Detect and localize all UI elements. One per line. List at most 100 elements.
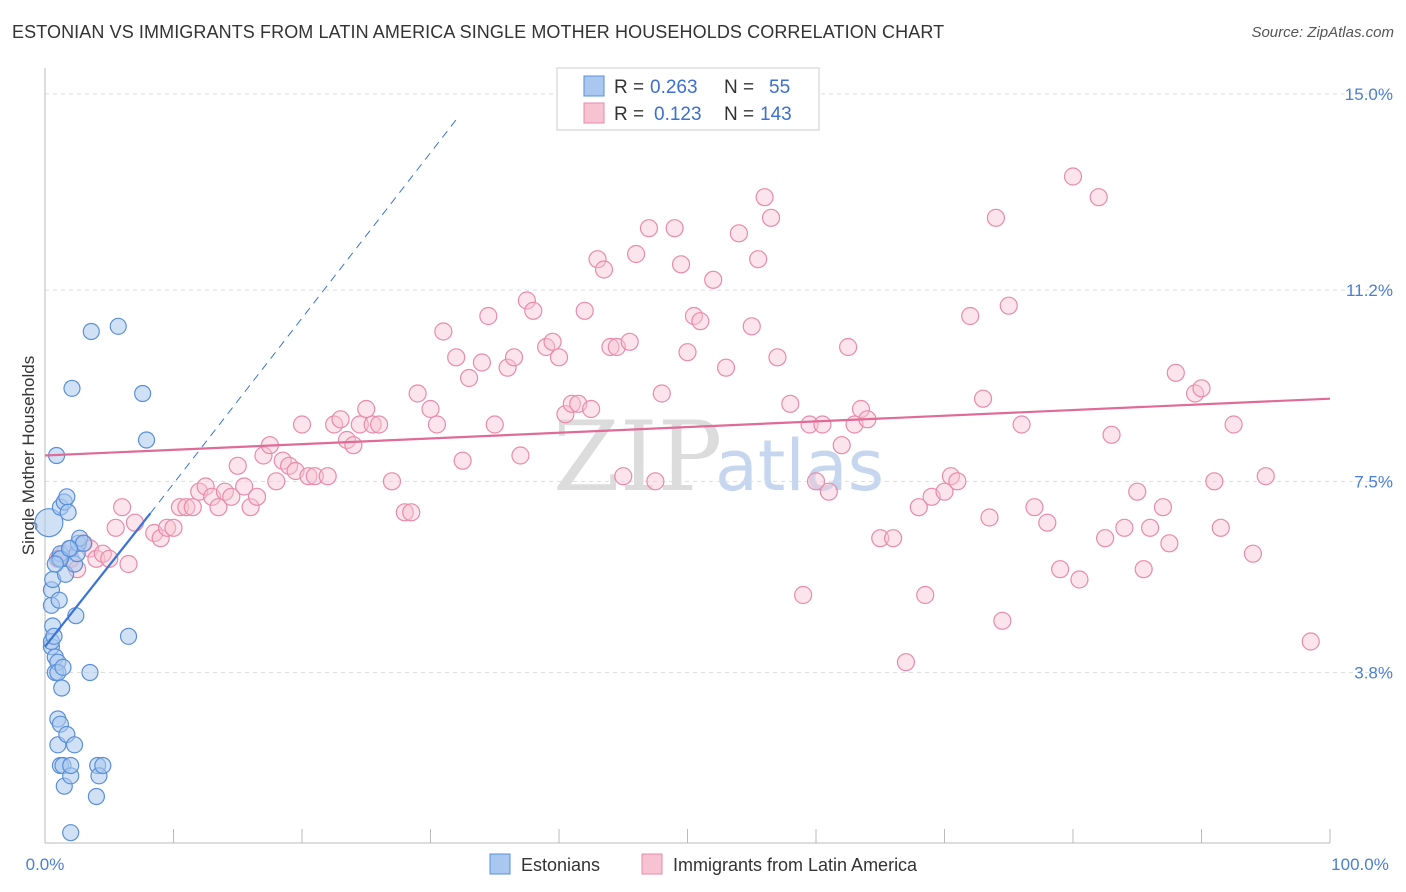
latin-america-point-108: [871, 529, 890, 548]
latin-america-point-27: [235, 477, 254, 496]
estonians-point-34: [63, 379, 81, 397]
latin-america-point-59: [479, 306, 498, 326]
latin-america-point-129: [1089, 188, 1108, 207]
latin-america-point-125: [1038, 513, 1057, 532]
y-axis-label: Single Mother Households: [19, 356, 38, 555]
latin-america-point-123: [1012, 415, 1031, 434]
series-latin-america-points: [48, 167, 1320, 672]
bottom-legend-swatch-estonians: [489, 853, 511, 875]
legend-n-label-latin-america: N =: [724, 104, 754, 125]
x-ticks: 0.0% 100.0%: [26, 829, 1389, 874]
latin-america-point-36: [292, 415, 312, 434]
latin-america-point-134: [1134, 560, 1153, 579]
latin-america-point-21: [196, 477, 215, 496]
latin-america-point-85: [671, 255, 691, 274]
latin-america-point-104: [839, 337, 858, 357]
y-tick-label-2: 11.2%: [1346, 281, 1393, 300]
latin-america-point-58: [472, 353, 491, 372]
estonians-point-48: [109, 317, 127, 335]
latin-america-point-132: [1115, 518, 1134, 537]
y-tick-label-0: 3.8%: [1354, 664, 1393, 683]
latin-america-point-138: [1166, 363, 1185, 382]
latin-america-point-93: [749, 250, 768, 269]
latin-america-point-118: [973, 389, 993, 408]
watermark: ZIP atlas: [553, 401, 884, 513]
latin-america-point-101: [813, 415, 832, 434]
latin-america-point-47: [370, 415, 389, 434]
latin-america-point-92: [742, 317, 761, 336]
latin-america-point-23: [209, 498, 228, 517]
latin-america-point-18: [177, 498, 196, 517]
latin-america-point-79: [620, 332, 639, 351]
latin-america-point-131: [1102, 425, 1121, 444]
latin-america-point-109: [883, 529, 903, 548]
y-tick-label-1: 7.5%: [1354, 472, 1393, 491]
y-tick-labels: 3.8% 7.5% 11.2% 15.0%: [1345, 85, 1393, 683]
estonians-point-15: [50, 591, 68, 609]
latin-america-point-116: [948, 472, 967, 491]
grid: [45, 93, 1392, 673]
estonians-point-49: [119, 627, 138, 645]
latin-america-point-142: [1211, 518, 1230, 537]
latin-america-point-84: [665, 219, 684, 238]
estonians-point-27: [58, 488, 76, 506]
latin-america-point-103: [832, 436, 851, 455]
latin-america-point-9: [106, 518, 125, 537]
latin-america-point-145: [1256, 467, 1275, 486]
latin-america-point-65: [524, 301, 543, 320]
latin-america-point-10: [112, 498, 132, 517]
latin-america-point-78: [614, 467, 633, 486]
bottom-legend-label-latin-america: Immigrants from Latin America: [673, 855, 918, 875]
latin-america-point-38: [305, 467, 324, 486]
bottom-legend-label-estonians: Estonians: [521, 855, 600, 875]
latin-america-point-136: [1153, 498, 1173, 517]
latin-america-point-121: [993, 611, 1012, 630]
latin-america-point-110: [896, 653, 916, 672]
latin-america-point-26: [228, 456, 247, 475]
latin-america-point-56: [453, 451, 472, 470]
latin-america-point-15: [157, 518, 177, 537]
latin-america-point-29: [247, 487, 267, 506]
latin-america-point-94: [755, 188, 774, 207]
latin-america-point-98: [794, 585, 813, 605]
latin-america-point-63: [511, 446, 530, 465]
latin-america-point-73: [582, 399, 601, 419]
latin-america-point-106: [851, 399, 871, 419]
latin-america-point-126: [1051, 560, 1070, 579]
latin-america-point-68: [549, 348, 569, 367]
estonians-point-51: [137, 431, 156, 449]
latin-america-point-48: [382, 472, 402, 491]
series-legend: Estonians Immigrants from Latin America: [489, 853, 918, 875]
estonians-point-0: [34, 508, 64, 538]
x-tick-label-0: 0.0%: [26, 855, 65, 874]
legend-n-value-estonians: 55: [769, 77, 790, 98]
legend-r-label-estonians: R =: [614, 77, 644, 98]
latin-america-point-80: [626, 244, 646, 264]
latin-america-point-45: [357, 399, 376, 419]
latin-america-point-102: [819, 482, 838, 501]
latin-america-point-51: [408, 384, 427, 403]
latin-america-point-114: [935, 482, 954, 501]
latin-america-point-81: [639, 219, 659, 238]
latin-america-point-60: [485, 415, 504, 434]
latin-america-point-16: [164, 518, 183, 537]
latin-america-point-54: [434, 322, 453, 341]
latin-america-point-120: [986, 208, 1006, 227]
latin-america-point-76: [601, 337, 620, 357]
estonians-point-42: [81, 663, 99, 682]
latin-america-point-137: [1160, 534, 1179, 553]
latin-america-point-8: [100, 549, 119, 568]
legend-swatch-latin-america: [583, 102, 605, 124]
estonians-point-29: [59, 503, 77, 521]
latin-america-point-61: [498, 358, 517, 377]
latin-america-point-141: [1205, 472, 1224, 491]
latin-america-point-44: [350, 415, 369, 434]
latin-america-point-37: [299, 467, 318, 486]
estonians-point-31: [62, 756, 80, 775]
latin-america-point-99: [800, 415, 819, 434]
latin-america-point-46: [363, 415, 382, 434]
estonians-point-47: [94, 756, 112, 775]
latin-america-point-43: [344, 436, 363, 455]
y-tick-label-3: 15.0%: [1345, 85, 1393, 104]
